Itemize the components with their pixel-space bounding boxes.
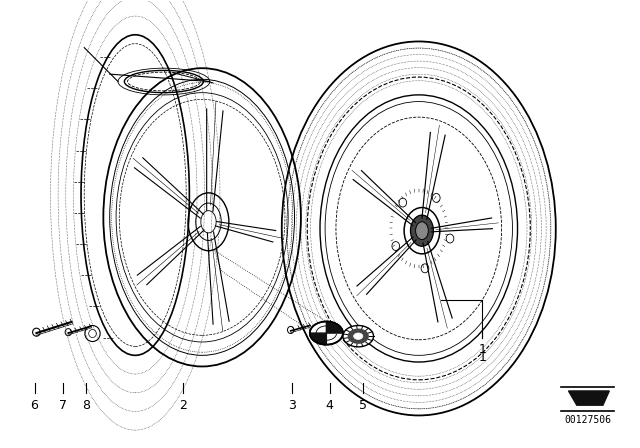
- Text: 4: 4: [326, 399, 333, 412]
- Ellipse shape: [343, 326, 374, 347]
- Polygon shape: [568, 391, 609, 405]
- Text: 00127506: 00127506: [564, 415, 611, 426]
- Text: 1: 1: [479, 343, 486, 356]
- Text: 1: 1: [479, 351, 486, 364]
- Ellipse shape: [287, 327, 294, 333]
- Text: 7: 7: [59, 399, 67, 412]
- Text: 3: 3: [288, 399, 296, 412]
- Ellipse shape: [354, 333, 363, 340]
- Ellipse shape: [410, 215, 433, 246]
- Ellipse shape: [33, 328, 40, 336]
- Polygon shape: [326, 322, 343, 333]
- Polygon shape: [310, 333, 326, 345]
- Text: 5: 5: [359, 399, 367, 412]
- Ellipse shape: [310, 322, 343, 345]
- Text: 2: 2: [179, 399, 187, 412]
- Text: 8: 8: [82, 399, 90, 412]
- Ellipse shape: [415, 222, 428, 240]
- Polygon shape: [348, 329, 368, 343]
- Ellipse shape: [65, 329, 72, 336]
- Text: 6: 6: [31, 399, 38, 412]
